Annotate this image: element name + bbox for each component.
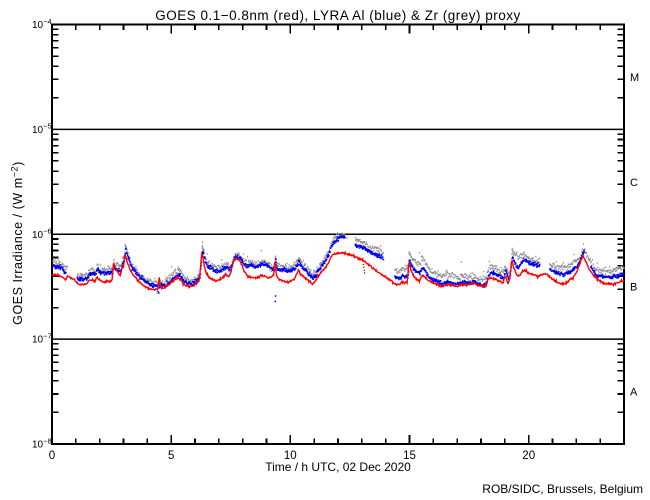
svg-text:A: A bbox=[630, 387, 638, 399]
svg-text:10: 10 bbox=[284, 450, 297, 462]
svg-text:M: M bbox=[630, 72, 639, 84]
svg-text:GOES Irradiance / (W m−2): GOES Irradiance / (W m−2) bbox=[10, 161, 26, 325]
svg-text:GOES 0.1−0.8nm (red), LYRA Al: GOES 0.1−0.8nm (red), LYRA Al (blue) & Z… bbox=[155, 8, 521, 23]
svg-text:0: 0 bbox=[49, 450, 55, 462]
svg-text:ROB/SIDC, Brussels, Belgium: ROB/SIDC, Brussels, Belgium bbox=[482, 482, 643, 496]
svg-text:B: B bbox=[630, 282, 637, 294]
svg-text:15: 15 bbox=[403, 450, 416, 462]
svg-text:Time / h UTC, 02 Dec 2020: Time / h UTC, 02 Dec 2020 bbox=[265, 460, 411, 474]
svg-text:C: C bbox=[630, 177, 638, 189]
svg-text:20: 20 bbox=[522, 450, 535, 462]
svg-text:5: 5 bbox=[168, 450, 174, 462]
